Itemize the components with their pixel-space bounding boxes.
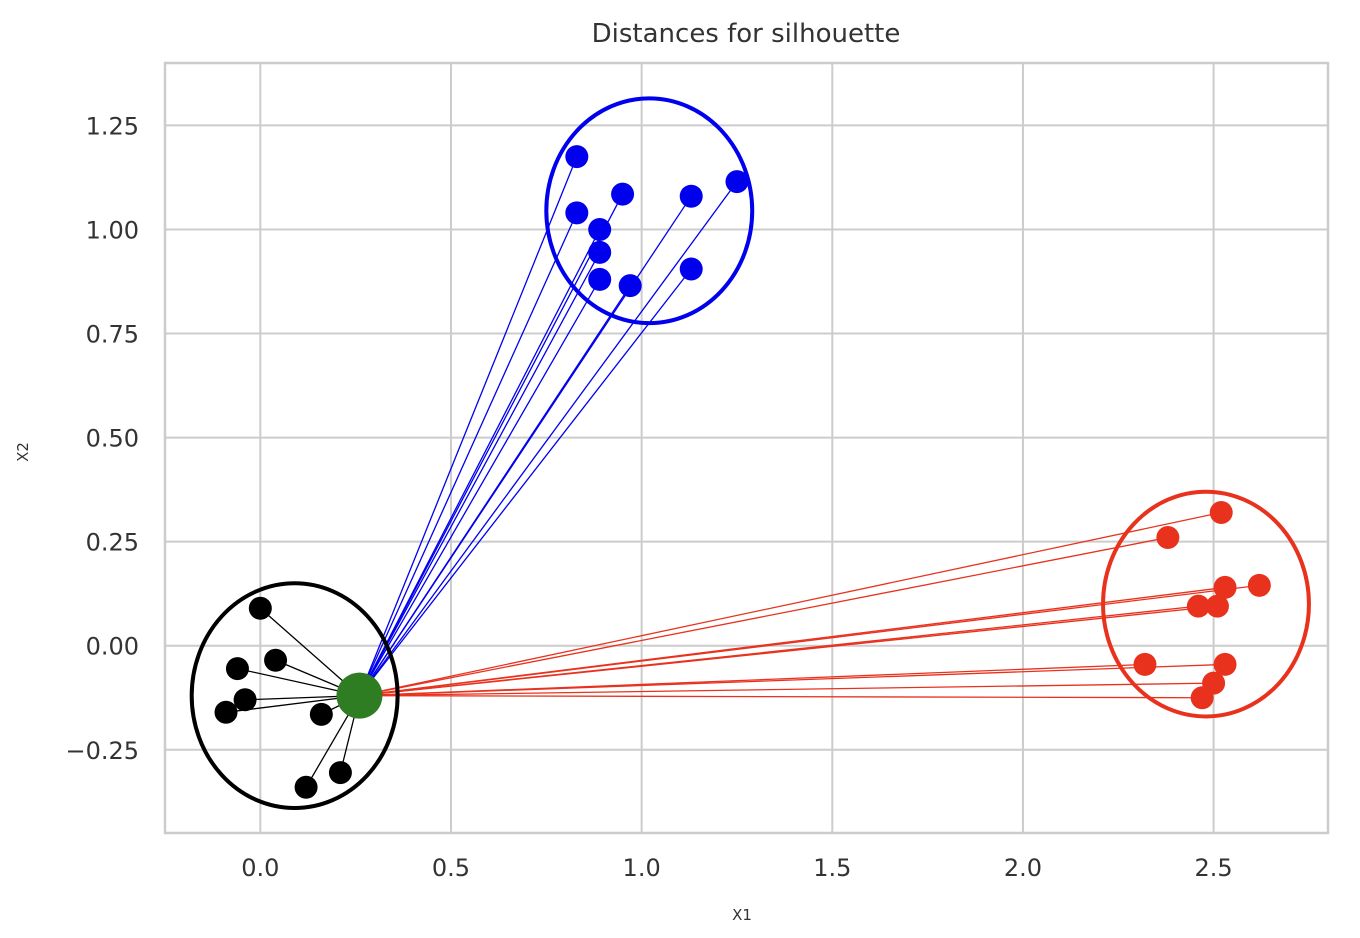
distance-line (358, 285, 631, 697)
y-tick-label: 0.75 (86, 321, 139, 349)
y-tick-label: 0.50 (86, 425, 139, 453)
data-points (214, 145, 1271, 799)
data-point (1209, 501, 1233, 525)
distance-line (358, 193, 624, 696)
cluster-circles (189, 96, 1311, 811)
distance-line (358, 212, 578, 696)
distance-line (359, 694, 1203, 699)
data-point (328, 761, 352, 785)
distance-line (359, 682, 1214, 697)
x-tick-label: 0.5 (432, 854, 470, 882)
y-tick-label: 1.00 (86, 216, 139, 244)
data-point (588, 217, 612, 241)
data-point (1213, 575, 1237, 599)
data-point (1205, 594, 1229, 618)
x-tick-label: 1.0 (623, 854, 661, 882)
distance-line (358, 181, 738, 697)
x-tick-label: 2.0 (1004, 854, 1042, 882)
distance-line (358, 268, 692, 697)
distance-line (359, 511, 1222, 697)
y-tick-label: 1.25 (86, 112, 139, 140)
x-tick-label: 1.5 (813, 854, 851, 882)
x-axis-label: X1 (732, 906, 752, 924)
data-point (565, 201, 589, 225)
distance-line (359, 536, 1168, 697)
data-point (679, 184, 703, 208)
data-point (233, 688, 257, 712)
cluster-circle (189, 581, 400, 811)
distance-line (358, 252, 601, 696)
data-point (1247, 573, 1271, 597)
reference-point (336, 672, 383, 719)
x-tick-label: 2.5 (1195, 854, 1233, 882)
distance-line (359, 605, 1218, 697)
grid-lines (165, 63, 1328, 833)
data-point (309, 702, 333, 726)
data-point (611, 182, 635, 206)
data-point (725, 170, 749, 194)
data-point (1213, 652, 1237, 676)
y-axis-label: X2 (14, 442, 32, 462)
tick-labels: 0.0 0.5 1.0 1.5 2.0 2.5 −0.25 0.00 0.25 0.50 0.75 1… (65, 112, 1232, 882)
data-point (248, 596, 272, 620)
data-point (588, 267, 612, 291)
data-point (565, 145, 589, 169)
distance-line (359, 586, 1226, 697)
x-tick-label: 0.0 (241, 854, 279, 882)
data-point (1186, 594, 1210, 618)
data-point (588, 240, 612, 264)
data-point (225, 657, 249, 681)
data-point (618, 274, 642, 298)
distance-line (358, 229, 601, 696)
cluster-circle (544, 96, 755, 326)
data-point (294, 775, 318, 799)
data-point (1156, 525, 1180, 549)
data-point (1190, 686, 1214, 710)
data-point (1133, 652, 1157, 676)
cluster-circle (1101, 489, 1311, 719)
plot-frame (163, 61, 1330, 835)
y-tick-label: 0.00 (86, 633, 139, 661)
distance-lines (225, 156, 1260, 788)
y-tick-label: 0.25 (86, 529, 139, 557)
chart-title: Distances for silhouette (592, 19, 901, 49)
data-point (679, 257, 703, 281)
y-tick-label: −0.25 (65, 737, 139, 765)
distance-line (358, 279, 601, 696)
distance-line (358, 156, 578, 696)
distance-line (359, 663, 1226, 697)
data-point (214, 700, 238, 724)
data-point (264, 648, 288, 672)
